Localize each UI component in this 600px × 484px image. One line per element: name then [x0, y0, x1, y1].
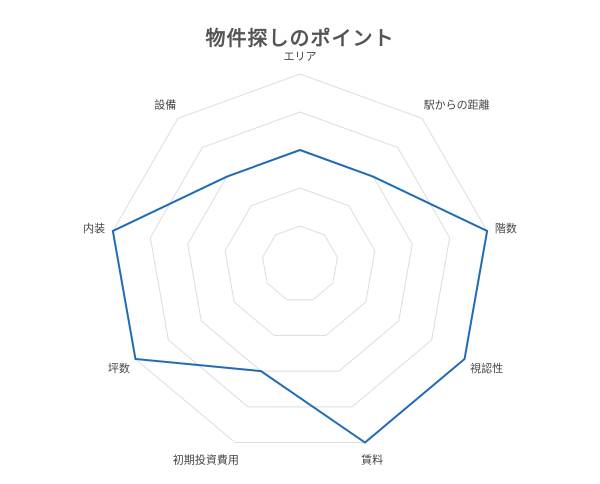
grid-ring — [149, 111, 451, 408]
axis-label: 賃料 — [361, 452, 383, 466]
axis-label: 駅からの距離 — [424, 98, 490, 112]
grid-ring — [262, 225, 338, 301]
grid-ring — [224, 187, 376, 336]
axis-label: 初期投資費用 — [173, 452, 239, 466]
axis-label: 坪数 — [108, 362, 130, 375]
chart-title: 物件探しのポイント — [205, 26, 395, 50]
axis-label: 階数 — [495, 221, 517, 235]
grid-ring — [112, 73, 488, 444]
axis-label: エリア — [284, 50, 317, 63]
series-line — [111, 148, 489, 444]
axis-label: 設備 — [154, 98, 176, 112]
grid-ring — [187, 149, 413, 372]
axis-label: 視認性 — [470, 361, 503, 375]
axis-label: 内装 — [83, 221, 105, 235]
